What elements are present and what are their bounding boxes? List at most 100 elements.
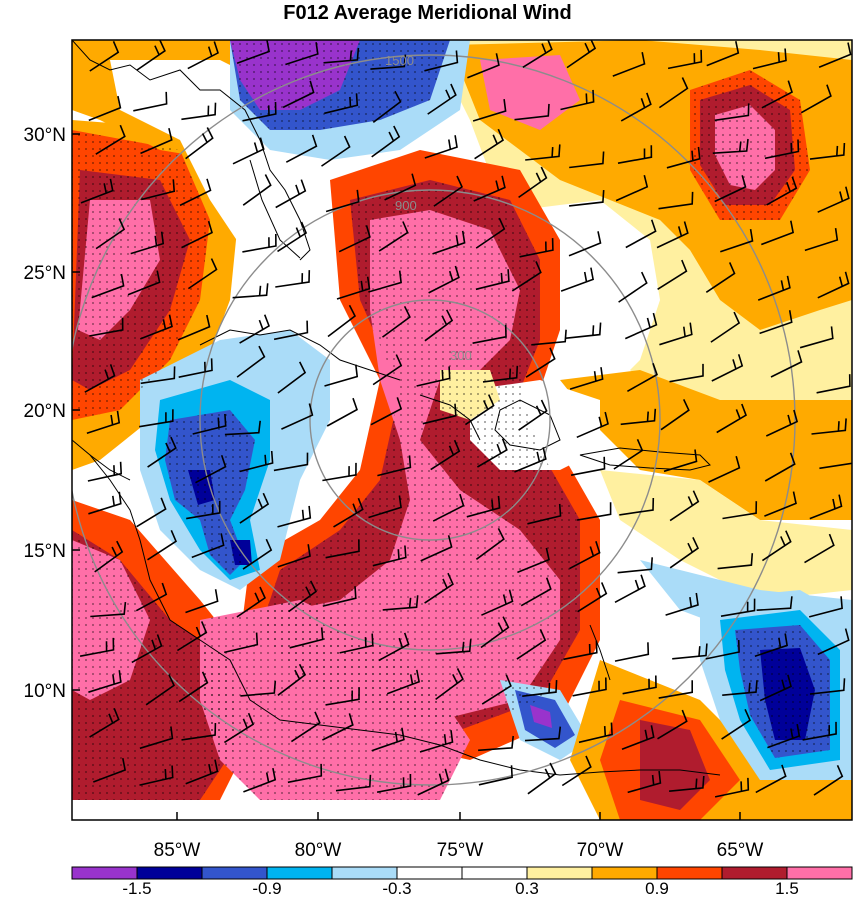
wind-barb xyxy=(518,166,548,199)
wind-barb xyxy=(147,529,178,561)
wind-barb xyxy=(522,680,558,697)
wind-barb xyxy=(576,502,612,521)
wind-barb xyxy=(767,723,801,749)
wind-barb xyxy=(620,408,657,426)
wind-barb xyxy=(669,490,700,522)
wind-barb xyxy=(139,765,174,786)
wind-barb xyxy=(435,668,464,701)
wind-barb xyxy=(242,538,273,570)
wind-barb xyxy=(178,358,213,378)
wind-barb xyxy=(666,146,701,169)
wind-barb xyxy=(764,452,796,482)
wind-barb xyxy=(804,227,839,252)
wind-barb xyxy=(370,397,403,426)
wind-barb xyxy=(324,93,359,115)
colorbar-swatch-10 xyxy=(721,866,788,880)
wind-barb xyxy=(86,410,121,435)
field-maroon-southeast xyxy=(640,720,710,810)
wind-barb xyxy=(191,533,225,559)
wind-barb xyxy=(710,311,741,343)
wind-barb xyxy=(480,616,510,649)
wind-barb xyxy=(475,528,505,560)
wind-barb xyxy=(572,677,607,697)
wind-barb xyxy=(809,494,843,520)
wind-barb xyxy=(672,643,708,660)
wind-barb xyxy=(614,574,646,604)
wind-barb xyxy=(416,366,451,387)
colorbar-label-1: -0.9 xyxy=(252,879,281,898)
wind-barb xyxy=(89,707,120,738)
wind-barb xyxy=(147,436,177,468)
wind-barb xyxy=(759,310,793,335)
wind-barb xyxy=(323,47,360,64)
ring-label-inner: 300 xyxy=(450,348,472,363)
wind-barb xyxy=(525,144,561,161)
wind-barb xyxy=(223,712,255,744)
wind-barb xyxy=(527,762,557,795)
wind-barb xyxy=(277,544,311,568)
wind-barb xyxy=(428,265,460,294)
wind-barb xyxy=(722,501,758,520)
wind-barb xyxy=(335,774,372,792)
wind-barb xyxy=(289,627,324,649)
wind-barb xyxy=(712,138,749,154)
wind-barb xyxy=(181,722,217,741)
wind-barb xyxy=(658,191,694,210)
colorbar-swatch-5 xyxy=(396,866,463,880)
wind-barb xyxy=(371,727,405,752)
wind-barb xyxy=(619,497,655,516)
wind-barb xyxy=(569,367,604,390)
wind-barb xyxy=(136,40,166,71)
wind-barb xyxy=(239,314,270,344)
wind-barb xyxy=(433,175,464,207)
colorbar-label-5: 1.5 xyxy=(775,879,799,898)
wind-barb xyxy=(130,231,165,255)
wind-barb xyxy=(236,345,266,378)
wind-barb xyxy=(516,628,547,660)
wind-barb xyxy=(481,589,514,616)
wind-barb xyxy=(808,596,843,618)
wind-barb xyxy=(339,633,374,654)
wind-barb xyxy=(91,273,125,299)
wind-barb xyxy=(527,503,562,525)
wind-barb xyxy=(800,84,832,114)
wind-barb xyxy=(133,91,168,112)
wind-barb xyxy=(799,326,834,349)
lon-tick-80W: 80°W xyxy=(295,840,342,861)
wind-barb xyxy=(187,258,218,290)
wind-barb xyxy=(240,680,277,697)
colorbar-swatch-9 xyxy=(656,866,723,880)
wind-barb xyxy=(420,535,453,562)
wind-barb xyxy=(273,320,309,341)
lat-tick-15N: 15°N xyxy=(24,541,66,562)
wind-barb xyxy=(472,98,507,122)
wind-barb xyxy=(376,773,412,793)
wind-barb xyxy=(195,455,227,484)
lat-tick-30N: 30°N xyxy=(24,125,66,146)
wind-barb xyxy=(756,596,793,611)
colorbar-label-2: -0.3 xyxy=(382,879,411,898)
wind-barb xyxy=(478,735,514,752)
wind-barb xyxy=(625,219,657,249)
wind-barb xyxy=(325,189,360,213)
wind-barb xyxy=(809,142,846,160)
wind-barb xyxy=(89,317,124,337)
wind-barb xyxy=(285,42,319,66)
wind-barb xyxy=(612,52,646,77)
wind-barb xyxy=(141,179,176,201)
wind-barb xyxy=(714,103,750,122)
wind-barb xyxy=(136,497,167,528)
wind-barb xyxy=(658,77,689,109)
wind-barb xyxy=(285,134,318,163)
wind-barb xyxy=(617,145,653,164)
wind-barb xyxy=(378,221,409,252)
wind-barb xyxy=(472,324,507,344)
wind-barb xyxy=(95,124,126,155)
wind-barb xyxy=(757,275,791,301)
lat-tick-25N: 25°N xyxy=(24,263,66,284)
wind-barb xyxy=(464,394,495,426)
wind-barb xyxy=(766,176,798,206)
wind-barb xyxy=(467,53,500,79)
wind-barb xyxy=(236,586,267,618)
colorbar-swatch-2 xyxy=(201,866,268,880)
